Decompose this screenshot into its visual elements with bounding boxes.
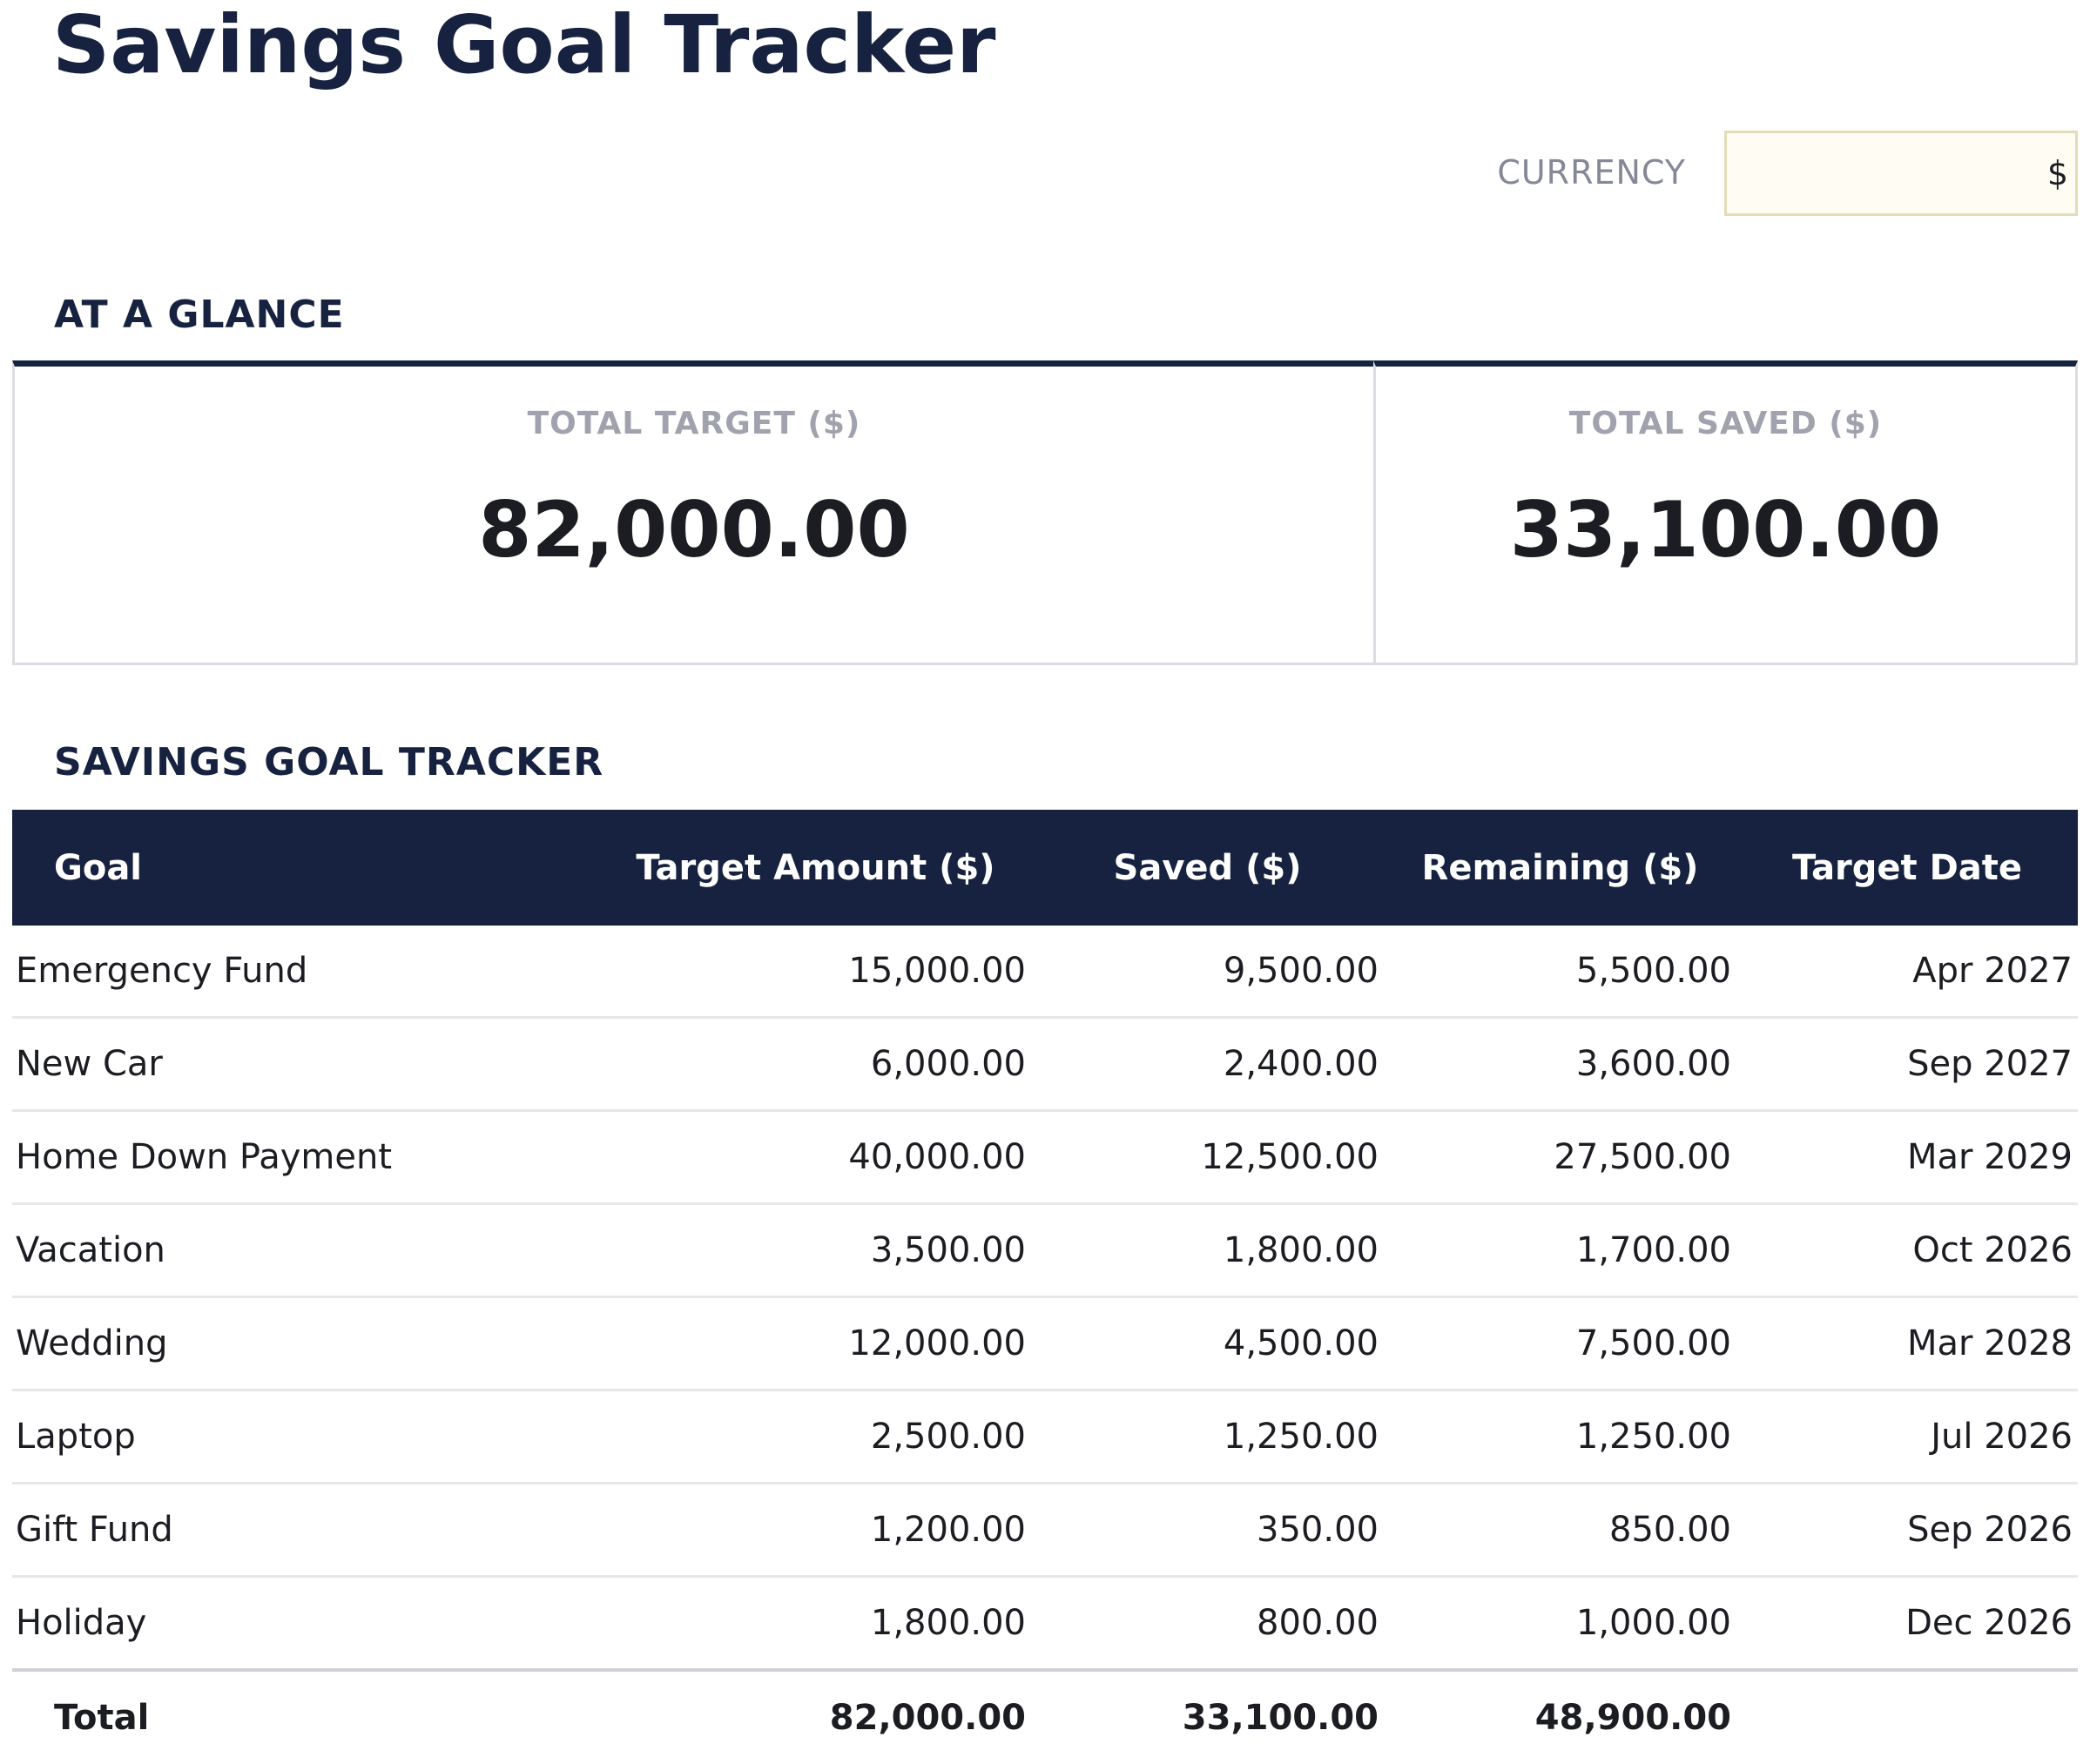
remaining-cell[interactable]: 27,500.00 <box>1384 1110 1736 1205</box>
currency-label: CURRENCY <box>1497 153 1686 192</box>
target-cell[interactable]: 12,000.00 <box>600 1296 1031 1391</box>
saved-cell[interactable]: 4,500.00 <box>1031 1296 1384 1391</box>
column-header-remaining[interactable]: Remaining ($) <box>1384 810 1736 926</box>
saved-cell[interactable]: 12,500.00 <box>1031 1110 1384 1205</box>
target-cell[interactable]: 1,800.00 <box>600 1576 1031 1672</box>
column-header-goal[interactable]: Goal <box>12 810 600 926</box>
remaining-cell[interactable]: 850.00 <box>1384 1483 1736 1578</box>
saved-cell[interactable]: 350.00 <box>1031 1483 1384 1578</box>
table-row: Home Down Payment 40,000.00 12,500.00 27… <box>12 1110 2078 1205</box>
saved-cell[interactable]: 1,800.00 <box>1031 1203 1384 1298</box>
target-cell[interactable]: 15,000.00 <box>600 926 1031 1019</box>
page-title: Savings Goal Tracker <box>52 0 996 91</box>
remaining-cell[interactable]: 1,250.00 <box>1384 1390 1736 1485</box>
goal-cell[interactable]: Holiday <box>12 1576 600 1672</box>
date-cell[interactable]: Dec 2026 <box>1736 1576 2078 1672</box>
goal-cell[interactable]: Wedding <box>12 1296 600 1391</box>
table-row: Vacation 3,500.00 1,800.00 1,700.00 Oct … <box>12 1203 2078 1298</box>
total-target-card: TOTAL TARGET ($) 82,000.00 <box>12 360 1376 665</box>
remaining-cell[interactable]: 7,500.00 <box>1384 1296 1736 1391</box>
total-target-cell[interactable]: 82,000.00 <box>600 1668 1031 1764</box>
tracker-heading: SAVINGS GOAL TRACKER <box>54 740 604 784</box>
date-cell[interactable]: Mar 2029 <box>1736 1110 2078 1205</box>
table-row: New Car 6,000.00 2,400.00 3,600.00 Sep 2… <box>12 1017 2078 1112</box>
saved-cell[interactable]: 1,250.00 <box>1031 1390 1384 1485</box>
date-cell[interactable]: Oct 2026 <box>1736 1203 2078 1298</box>
currency-input[interactable] <box>1724 131 2078 216</box>
date-cell[interactable]: Apr 2027 <box>1736 926 2078 1019</box>
total-label: Total <box>12 1668 600 1764</box>
total-target-label: TOTAL TARGET ($) <box>527 406 861 441</box>
remaining-cell[interactable]: 1,700.00 <box>1384 1203 1736 1298</box>
date-cell[interactable]: Sep 2027 <box>1736 1017 2078 1112</box>
table-row: Holiday 1,800.00 800.00 1,000.00 Dec 202… <box>12 1576 2078 1672</box>
saved-cell[interactable]: 9,500.00 <box>1031 926 1384 1019</box>
total-saved-label: TOTAL SAVED ($) <box>1568 406 1883 441</box>
goal-cell[interactable]: New Car <box>12 1017 600 1112</box>
total-saved-cell[interactable]: 33,100.00 <box>1031 1668 1384 1764</box>
target-cell[interactable]: 40,000.00 <box>600 1110 1031 1205</box>
table-header-row: Goal Target Amount ($) Saved ($) Remaini… <box>12 810 2078 926</box>
date-cell[interactable]: Mar 2028 <box>1736 1296 2078 1391</box>
remaining-cell[interactable]: 1,000.00 <box>1384 1576 1736 1672</box>
date-cell[interactable]: Sep 2026 <box>1736 1483 2078 1578</box>
goal-cell[interactable]: Emergency Fund <box>12 926 600 1019</box>
goal-cell[interactable]: Home Down Payment <box>12 1110 600 1205</box>
total-saved-card: TOTAL SAVED ($) 33,100.00 <box>1373 360 2078 665</box>
column-header-target-amount[interactable]: Target Amount ($) <box>600 810 1031 926</box>
column-header-saved[interactable]: Saved ($) <box>1031 810 1384 926</box>
target-cell[interactable]: 6,000.00 <box>600 1017 1031 1112</box>
remaining-cell[interactable]: 3,600.00 <box>1384 1017 1736 1112</box>
remaining-cell[interactable]: 5,500.00 <box>1384 926 1736 1019</box>
table-row: Laptop 2,500.00 1,250.00 1,250.00 Jul 20… <box>12 1390 2078 1485</box>
table-row: Gift Fund 1,200.00 350.00 850.00 Sep 202… <box>12 1483 2078 1578</box>
total-row: Total 82,000.00 33,100.00 48,900.00 <box>12 1668 2078 1764</box>
goal-cell[interactable]: Laptop <box>12 1390 600 1485</box>
target-cell[interactable]: 3,500.00 <box>600 1203 1031 1298</box>
date-cell[interactable]: Jul 2026 <box>1736 1390 2078 1485</box>
column-header-target-date[interactable]: Target Date <box>1736 810 2078 926</box>
target-cell[interactable]: 2,500.00 <box>600 1390 1031 1485</box>
savings-goals-table: Goal Target Amount ($) Saved ($) Remaini… <box>12 810 2078 1764</box>
total-remaining-cell[interactable]: 48,900.00 <box>1384 1668 1736 1764</box>
total-saved-value: 33,100.00 <box>1509 485 1942 575</box>
total-date-cell[interactable] <box>1736 1668 2078 1764</box>
target-cell[interactable]: 1,200.00 <box>600 1483 1031 1578</box>
saved-cell[interactable]: 2,400.00 <box>1031 1017 1384 1112</box>
saved-cell[interactable]: 800.00 <box>1031 1576 1384 1672</box>
goal-cell[interactable]: Gift Fund <box>12 1483 600 1578</box>
goal-cell[interactable]: Vacation <box>12 1203 600 1298</box>
at-a-glance-heading: AT A GLANCE <box>54 293 345 337</box>
table-row: Emergency Fund 15,000.00 9,500.00 5,500.… <box>12 926 2078 1019</box>
table-row: Wedding 12,000.00 4,500.00 7,500.00 Mar … <box>12 1296 2078 1391</box>
total-target-value: 82,000.00 <box>478 485 910 575</box>
